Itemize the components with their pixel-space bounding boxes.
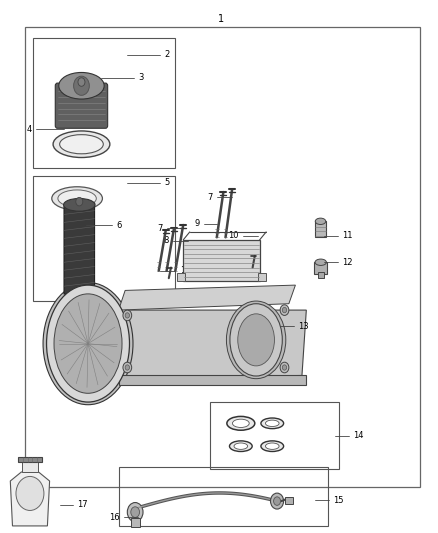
Circle shape (271, 493, 284, 509)
Text: 15: 15 (333, 496, 344, 505)
Ellipse shape (261, 441, 284, 451)
Circle shape (74, 76, 89, 95)
Text: 7: 7 (157, 224, 162, 233)
Bar (285, 497, 293, 504)
Text: 2: 2 (164, 51, 170, 59)
Ellipse shape (230, 304, 283, 376)
Ellipse shape (54, 294, 122, 393)
Ellipse shape (16, 477, 44, 511)
Text: M: M (28, 491, 32, 496)
Circle shape (127, 503, 143, 522)
Circle shape (125, 365, 130, 370)
Ellipse shape (238, 314, 275, 366)
Text: 14: 14 (353, 431, 364, 440)
Text: 5: 5 (164, 178, 170, 187)
Bar (314, 262, 327, 274)
Ellipse shape (58, 190, 96, 207)
Text: 9: 9 (194, 220, 199, 229)
Text: 13: 13 (298, 321, 309, 330)
Polygon shape (11, 472, 49, 526)
Circle shape (125, 313, 130, 318)
Ellipse shape (46, 285, 130, 402)
Ellipse shape (227, 416, 255, 430)
Ellipse shape (53, 131, 110, 158)
Bar (210, 402, 339, 469)
Ellipse shape (315, 218, 326, 224)
Bar (25, 27, 420, 487)
Text: 12: 12 (342, 258, 353, 266)
Ellipse shape (234, 443, 247, 449)
Circle shape (78, 78, 85, 86)
Circle shape (283, 365, 287, 370)
Text: 4: 4 (27, 125, 32, 134)
Ellipse shape (52, 187, 102, 210)
Ellipse shape (233, 419, 249, 427)
Text: MOPAR: MOPAR (23, 511, 37, 515)
Ellipse shape (64, 198, 95, 211)
Bar (33, 176, 175, 301)
Ellipse shape (315, 259, 326, 265)
Ellipse shape (230, 441, 252, 451)
Ellipse shape (226, 301, 286, 378)
Ellipse shape (265, 420, 279, 426)
Text: 8: 8 (163, 237, 169, 246)
Bar (318, 272, 324, 278)
Bar (22, 462, 38, 472)
Circle shape (123, 362, 132, 373)
Ellipse shape (43, 282, 133, 405)
Circle shape (280, 362, 289, 373)
Text: 10: 10 (180, 266, 190, 275)
Circle shape (283, 308, 287, 313)
Bar (33, 38, 175, 168)
Bar (119, 467, 328, 526)
Text: 3: 3 (138, 73, 144, 82)
Text: 6: 6 (117, 221, 122, 230)
Circle shape (123, 310, 132, 321)
Text: 16: 16 (109, 513, 120, 522)
Polygon shape (119, 310, 306, 378)
Bar (119, 375, 306, 384)
Ellipse shape (59, 72, 104, 99)
Bar (177, 273, 184, 281)
Polygon shape (119, 285, 295, 310)
Circle shape (274, 497, 281, 505)
Text: 5W-30: 5W-30 (24, 518, 36, 521)
Text: OIL: OIL (27, 505, 33, 508)
Text: 7: 7 (207, 193, 212, 202)
Ellipse shape (60, 135, 103, 154)
Ellipse shape (261, 418, 284, 429)
Circle shape (76, 197, 83, 206)
Bar (131, 519, 140, 527)
Bar (258, 273, 266, 281)
Bar (183, 240, 260, 281)
Text: 11: 11 (342, 231, 353, 240)
Text: 17: 17 (77, 500, 88, 509)
FancyBboxPatch shape (55, 83, 108, 128)
Circle shape (280, 305, 289, 316)
Text: 1: 1 (218, 14, 224, 25)
Bar (315, 221, 326, 237)
Polygon shape (64, 203, 95, 294)
Bar (18, 457, 42, 462)
Ellipse shape (265, 443, 279, 449)
Circle shape (131, 507, 140, 518)
Text: 10: 10 (228, 231, 239, 240)
